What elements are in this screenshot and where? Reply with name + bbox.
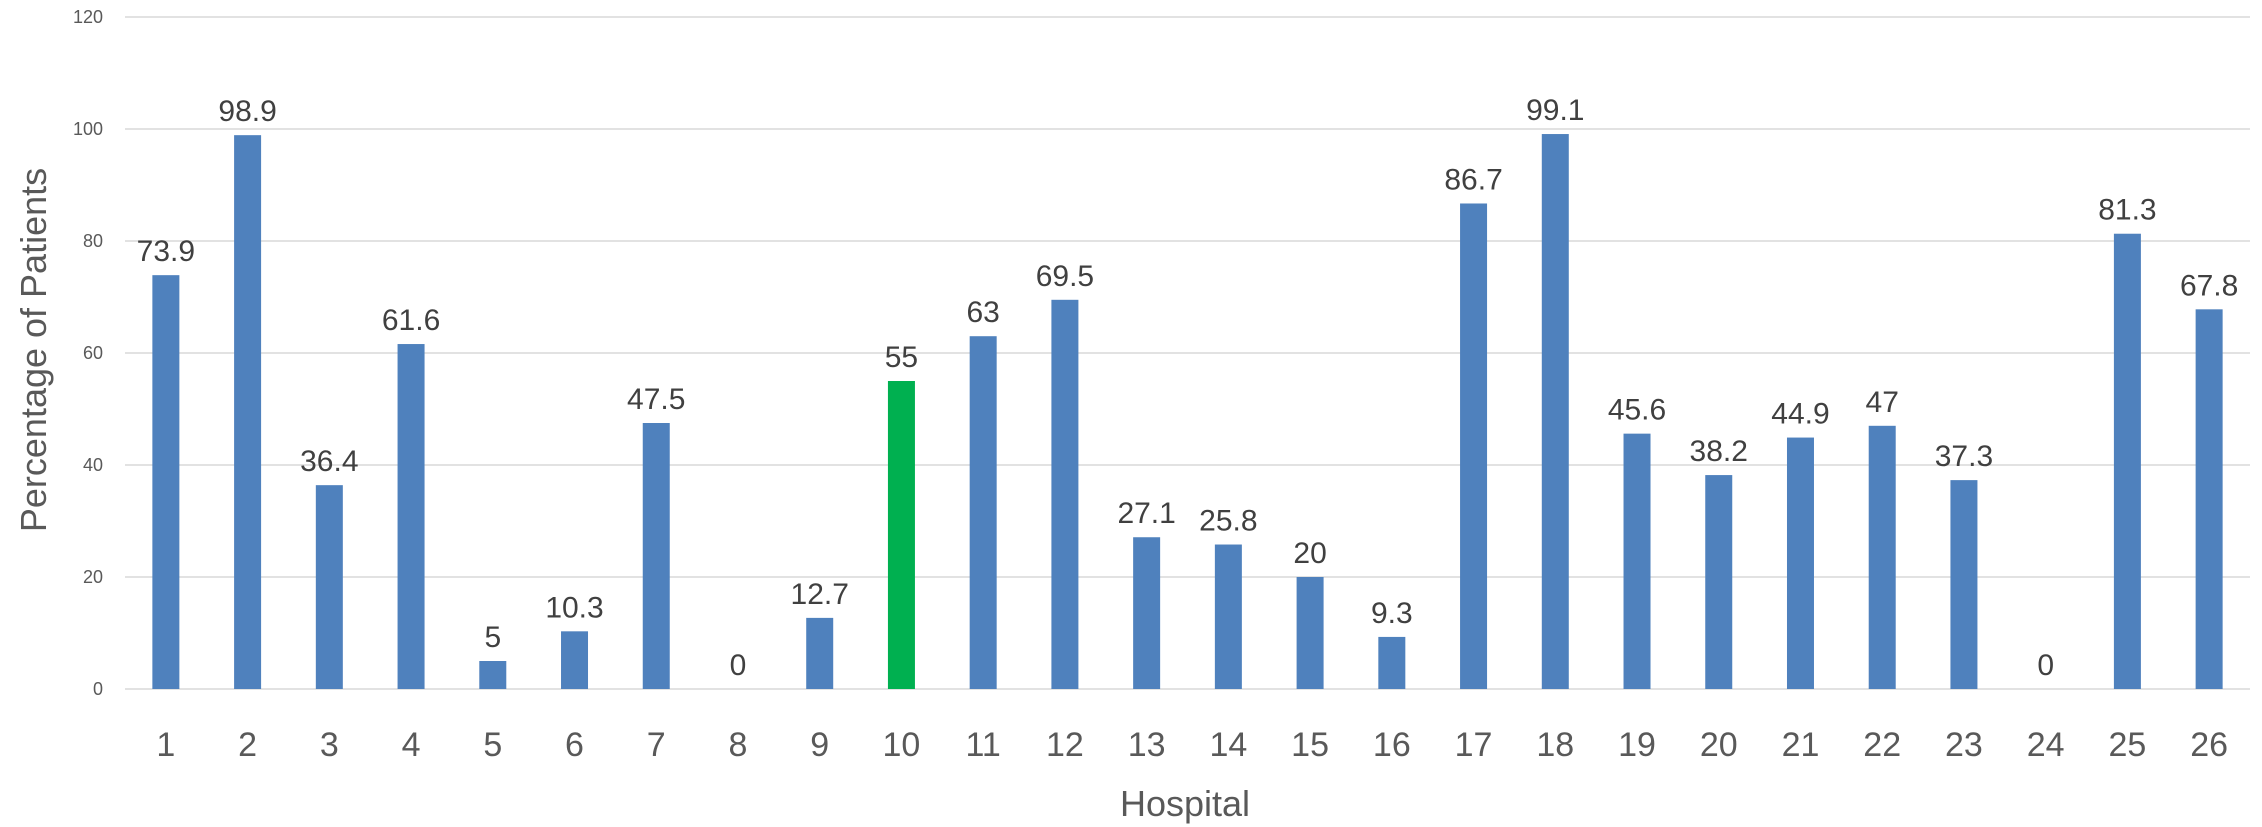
bar-hospital-14: [1214, 544, 1242, 689]
x-tick-label: 26: [2190, 726, 2228, 764]
y-tick-label: 60: [83, 343, 103, 363]
y-tick-label: 20: [83, 567, 103, 587]
bar-hospital-26: [2195, 309, 2223, 689]
data-label: 25.8: [1199, 505, 1257, 538]
data-label: 5: [484, 621, 501, 654]
x-tick-label: 7: [647, 726, 666, 764]
x-tick-label: 17: [1455, 726, 1493, 764]
bar-hospital-25: [2113, 233, 2141, 689]
data-label: 0: [730, 649, 747, 682]
bar-hospital-20: [1705, 475, 1733, 689]
data-label: 61.6: [382, 304, 440, 337]
bar-hospital-21: [1786, 437, 1814, 689]
data-label: 63: [966, 296, 999, 329]
x-tick-label: 9: [810, 726, 829, 764]
x-tick-label: 11: [966, 726, 1001, 764]
x-tick-label: 10: [883, 726, 921, 764]
x-tick-label: 18: [1536, 726, 1574, 764]
x-axis-title: Hospital: [1120, 783, 1250, 824]
bar-hospital-9: [806, 617, 834, 689]
data-label: 36.4: [300, 445, 358, 478]
x-tick-label: 8: [729, 726, 748, 764]
data-label: 0: [2037, 649, 2054, 682]
x-tick-label: 24: [2027, 726, 2065, 764]
x-tick-label: 22: [1863, 726, 1901, 764]
bar-hospital-10: [887, 381, 915, 689]
x-tick-label: 4: [402, 726, 421, 764]
data-label: 69.5: [1036, 260, 1094, 293]
bar-hospital-6: [561, 631, 589, 689]
bar-hospital-16: [1378, 636, 1406, 689]
x-tick-label: 14: [1209, 726, 1247, 764]
bar-hospital-3: [315, 485, 343, 689]
bars: [152, 134, 2223, 690]
bar-hospital-22: [1868, 425, 1896, 689]
data-label: 9.3: [1371, 597, 1413, 630]
bar-hospital-18: [1541, 134, 1569, 690]
bar-hospital-11: [969, 336, 997, 689]
data-label: 55: [885, 341, 918, 374]
data-label: 38.2: [1690, 435, 1748, 468]
y-tick-label: 80: [83, 231, 103, 251]
bar-hospital-2: [234, 135, 262, 689]
data-label: 99.1: [1526, 94, 1584, 127]
data-label: 12.7: [791, 578, 849, 611]
data-label: 44.9: [1771, 398, 1829, 431]
data-label: 81.3: [2098, 194, 2156, 227]
y-tick-label: 120: [73, 7, 103, 27]
x-tick-label: 20: [1700, 726, 1738, 764]
bar-hospital-13: [1133, 537, 1161, 689]
data-label: 73.9: [137, 235, 195, 268]
x-tick-label: 21: [1782, 726, 1820, 764]
x-tick-label: 23: [1945, 726, 1983, 764]
y-axis-title: Percentage of Patients: [13, 168, 54, 532]
data-label: 37.3: [1935, 440, 1993, 473]
data-label: 27.1: [1117, 497, 1175, 530]
x-tick-label: 25: [2108, 726, 2146, 764]
x-tick-label: 12: [1046, 726, 1084, 764]
data-label: 98.9: [218, 95, 276, 128]
bar-hospital-7: [642, 423, 670, 689]
data-label: 10.3: [545, 591, 603, 624]
bar-hospital-15: [1296, 577, 1324, 689]
bar-hospital-19: [1623, 433, 1651, 689]
y-tick-label: 40: [83, 455, 103, 475]
data-labels: 73.9 98.9 36.4 61.6 5 10.3 47.5 0 12.7 55 63 69.5 27…: [137, 94, 2239, 682]
data-label: 67.8: [2180, 269, 2238, 302]
bar-hospital-4: [397, 344, 425, 689]
bar-hospital-1: [152, 275, 180, 689]
x-tick-label: 2: [238, 726, 257, 764]
x-tick-label: 19: [1618, 726, 1656, 764]
bar-hospital-5: [479, 661, 507, 689]
data-label: 47.5: [627, 383, 685, 416]
bar-hospital-17: [1460, 203, 1488, 690]
data-label: 47: [1866, 386, 1899, 419]
x-tick-label: 13: [1128, 726, 1166, 764]
y-tick-label: 100: [73, 119, 103, 139]
data-label: 20: [1293, 537, 1326, 570]
bar-hospital-12: [1051, 299, 1079, 689]
y-axis-ticks: 0 20 40 60 80 100 120: [73, 7, 103, 699]
y-tick-label: 0: [93, 679, 103, 699]
x-axis-ticks: 1 2 3 4 5 6 7 8 9 10 11 12 13 14 15 16 17 18 19 20 21 22 23 24 2…: [156, 726, 2228, 764]
data-label: 86.7: [1444, 163, 1502, 196]
x-tick-label: 15: [1291, 726, 1329, 764]
x-tick-label: 3: [320, 726, 339, 764]
x-tick-label: 5: [483, 726, 502, 764]
bar-hospital-23: [1950, 480, 1978, 689]
data-label: 45.6: [1608, 394, 1666, 427]
x-tick-label: 1: [156, 726, 175, 764]
x-tick-label: 6: [565, 726, 584, 764]
x-tick-label: 16: [1373, 726, 1411, 764]
grid-lines: [125, 16, 2250, 690]
